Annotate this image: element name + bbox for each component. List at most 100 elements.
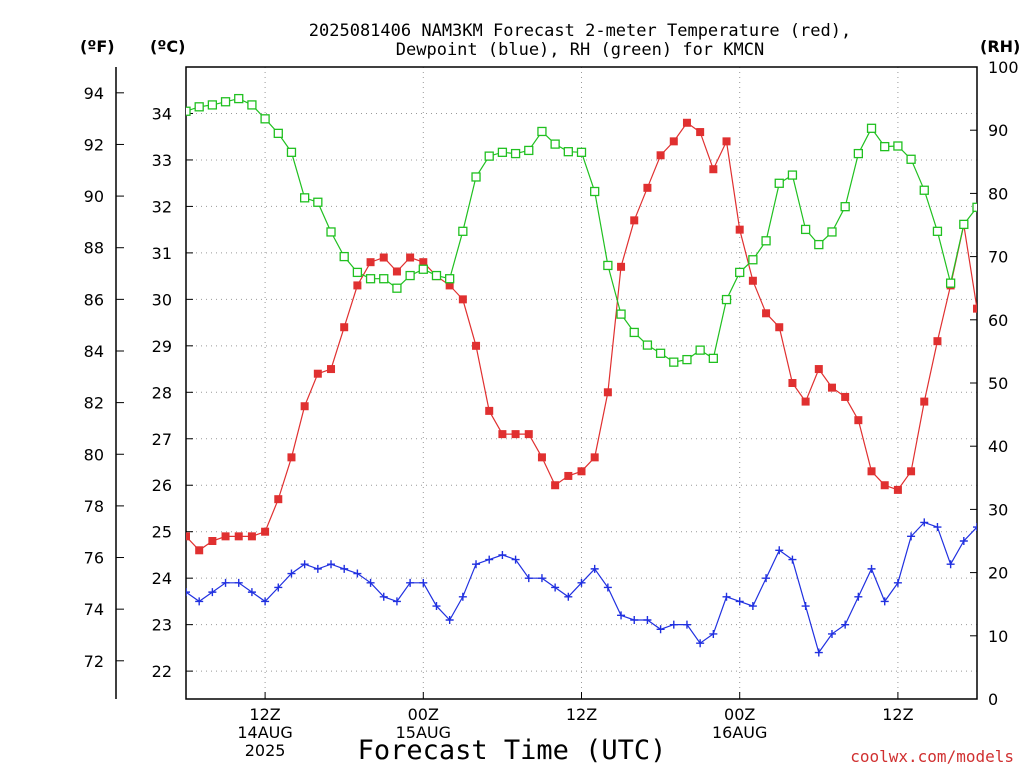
celsius-axis-unit: (ºC) [150,37,185,56]
rh-tick-label: 80 [988,184,1008,203]
fahrenheit-tick-label: 82 [84,394,104,413]
data-point [186,106,191,116]
rh-tick-label: 30 [988,500,1008,519]
data-point [616,309,626,319]
celsius-tick-label: 27 [152,430,172,449]
data-point [643,183,652,192]
data-point [735,225,744,234]
data-point [273,128,283,139]
data-point [642,340,653,350]
data-point [827,629,836,638]
data-point [682,118,691,127]
data-point [801,397,810,406]
axes: 22 23 24 25 26 27 28 29 30 31 32 33 34 72 74 76 78 80 82 84… [84,58,1019,760]
data-point [445,616,454,624]
data-point [617,262,626,271]
data-point [603,583,612,592]
data-point [550,139,560,149]
series-dewpoint [186,518,977,657]
data-point [326,227,336,237]
data-point [775,323,784,332]
data-point [577,467,586,476]
celsius-tick-label: 28 [152,383,172,402]
data-point [669,137,678,146]
data-point [932,226,943,236]
x-tick-label: 12Z [882,705,913,724]
data-point [893,141,903,151]
data-point [788,555,797,564]
data-point [260,114,270,124]
data-point [933,337,942,346]
data-point [247,588,256,597]
data-point [603,388,612,397]
data-point [524,145,534,156]
data-point [735,597,744,606]
rh-tick-label: 50 [988,374,1008,393]
data-point [524,430,533,439]
data-point [972,202,977,212]
data-point [379,274,389,284]
data-point [959,219,969,230]
data-point [867,467,876,476]
fahrenheit-tick-label: 88 [84,239,104,258]
data-point [220,97,231,107]
data-point [313,564,322,573]
fahrenheit-tick-label: 94 [84,84,104,103]
data-point [867,564,876,573]
data-point [748,276,757,285]
rh-tick-label: 90 [988,121,1008,140]
data-point [418,264,428,274]
data-point [748,255,758,265]
data-point [207,100,218,110]
data-point [841,392,850,401]
data-point [933,523,942,532]
data-point [234,93,244,104]
data-point [195,546,204,555]
celsius-tick-label: 23 [152,616,172,635]
data-point [841,620,850,629]
rh-tick-label: 60 [988,311,1008,330]
data-point [695,345,705,355]
celsius-tick-label: 24 [152,569,172,588]
data-point [208,588,217,597]
data-point [801,602,810,611]
data-point [485,406,494,415]
data-point [406,253,415,262]
rh-tick-label: 10 [988,627,1008,646]
data-point [576,147,587,157]
data-point [973,523,977,532]
data-point [498,550,507,559]
data-point [379,592,388,601]
data-point [880,141,890,152]
data-point [497,147,508,157]
data-point [920,397,929,406]
data-point [762,574,771,583]
data-point [907,532,916,541]
data-point [893,485,902,494]
data-point [709,165,718,174]
data-point [445,281,454,290]
data-point [261,597,270,606]
data-point [221,578,230,587]
credit-label: coolwx.com/models [850,747,1014,766]
data-point [353,281,362,290]
data-point [274,583,283,592]
series-rh [186,93,977,367]
data-point [774,178,784,188]
data-point [327,560,336,569]
data-point [629,327,639,338]
fahrenheit-tick-label: 84 [84,342,104,361]
data-point [458,592,467,601]
data-point [340,323,349,332]
data-point [195,597,204,606]
data-point [551,583,560,592]
data-point [946,560,955,569]
rh-tick-label: 0 [988,690,998,709]
data-point [814,648,823,657]
x-tick-label: 14AUG [237,723,292,742]
data-point [313,369,322,378]
data-point [327,365,336,374]
data-point [603,260,613,271]
fahrenheit-tick-label: 74 [84,600,104,619]
data-point [590,453,599,462]
